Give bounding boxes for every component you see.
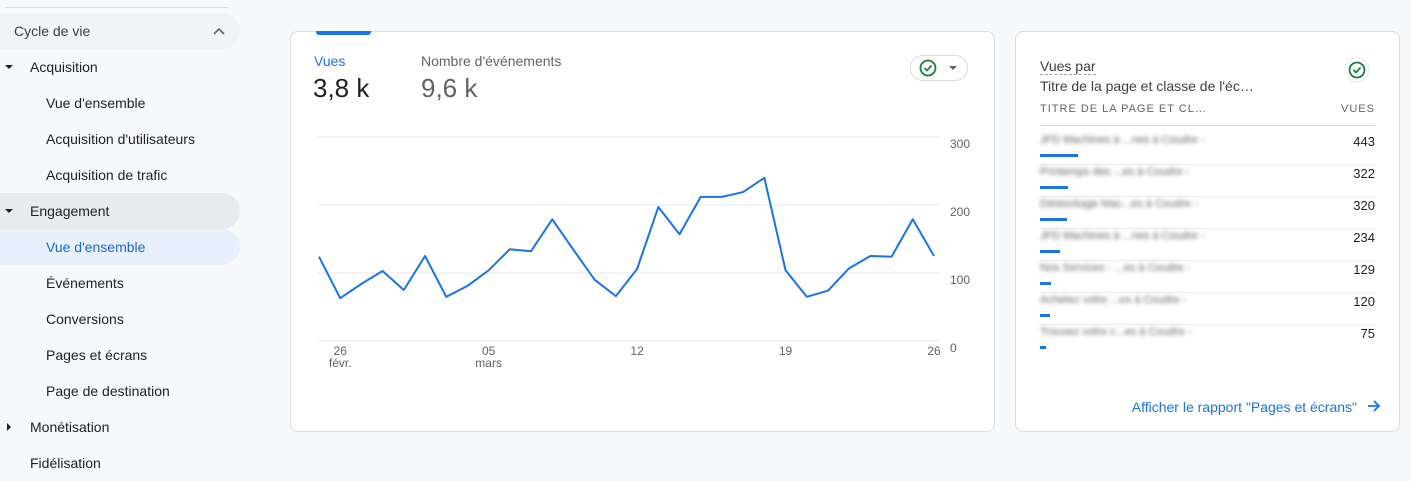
table-card: [1015, 31, 1400, 432]
row-name[interactable]: Achetez votre ...es à Coudre -: [1040, 294, 1187, 306]
report-link[interactable]: Afficher le rapport "Pages et écrans": [1131, 399, 1357, 415]
nav-item[interactable]: Acquisition d'utilisateurs: [46, 131, 195, 147]
check-icon: [919, 59, 957, 77]
arrow-icon[interactable]: [1367, 399, 1381, 413]
row-bar: [1040, 186, 1068, 189]
line-chart: 0 100 200 300: [318, 136, 970, 355]
x-tick-label: 05 mars: [475, 344, 502, 370]
y-tick-label: 0: [950, 341, 957, 355]
nav-item[interactable]: Acquisition de trafic: [46, 167, 168, 183]
y-tick-label: 200: [950, 205, 970, 219]
x-tick-label: 26 févr.: [328, 344, 352, 370]
expand-arrow[interactable]: [4, 206, 14, 216]
y-tick-label: 300: [950, 137, 970, 151]
row-bar: [1040, 282, 1052, 285]
section-title: Cycle de vie: [14, 23, 91, 39]
row-name[interactable]: Printemps des ...es à Coudre -: [1040, 166, 1190, 178]
row-bar: [1040, 154, 1078, 157]
tab-indicator: [316, 31, 371, 35]
active-item-bg: [0, 229, 240, 265]
row-divider: [1040, 324, 1375, 325]
card-title: Vues par: [1040, 58, 1096, 75]
row-divider: [1040, 292, 1375, 293]
row-name[interactable]: Déstockage Mac...es à Coudre -: [1040, 198, 1198, 210]
expand-arrow[interactable]: [4, 62, 14, 72]
y-tick-label: 100: [950, 273, 970, 287]
row-bar: [1040, 250, 1061, 253]
row-value: 75: [1360, 326, 1375, 341]
compare-dropdown[interactable]: [910, 55, 968, 81]
section-row[interactable]: [0, 13, 240, 49]
nav-item[interactable]: Conversions: [46, 311, 124, 327]
row-bar: [1040, 346, 1047, 349]
nav-group[interactable]: Acquisition: [30, 59, 98, 75]
nav-item[interactable]: Événements: [46, 275, 124, 291]
row-divider: [1040, 196, 1375, 197]
x-tick-label: 12: [630, 344, 644, 358]
card-subtitle: Titre de la page et classe de l'éc…: [1040, 78, 1254, 94]
row-value: 129: [1353, 262, 1375, 277]
x-tick-label: 19: [778, 344, 793, 358]
nav-group[interactable]: Engagement: [30, 203, 110, 219]
row-divider: [1040, 164, 1375, 165]
row-name[interactable]: JFD Machines à ...nes à Coudre -: [1040, 134, 1205, 146]
group-row-bg: [0, 193, 240, 229]
nav-group[interactable]: Monétisation: [30, 419, 110, 435]
row-name[interactable]: JFD Machines à ...nes à Coudre -: [1040, 230, 1205, 242]
row-divider: [1040, 260, 1375, 261]
row-value: 320: [1353, 198, 1375, 213]
row-bar: [1040, 314, 1051, 317]
row-name[interactable]: Trouvez votre c...es à Coudre -: [1040, 326, 1192, 338]
arrow-shape: [5, 65, 13, 69]
nav-group[interactable]: Fidélisation: [30, 455, 101, 471]
row-name[interactable]: Nos Services - ...es à Coudre -: [1040, 262, 1191, 274]
row-divider: [1040, 228, 1375, 229]
row-value: 322: [1353, 166, 1375, 181]
nav-item[interactable]: Vue d'ensemble: [46, 95, 146, 111]
arrow-shape: [5, 209, 13, 213]
sidebar-divider: [5, 7, 228, 8]
row-value: 443: [1353, 134, 1375, 149]
x-tick-label: 26: [927, 344, 941, 358]
row-value: 120: [1353, 294, 1375, 309]
chart-card: [290, 31, 995, 432]
tab-value: 3,8 k: [313, 73, 370, 103]
column-header: VUES: [1341, 103, 1375, 115]
tab-label[interactable]: Vues: [314, 53, 346, 69]
row-value: 234: [1353, 230, 1375, 245]
nav-item[interactable]: Pages et écrans: [46, 347, 148, 363]
collapse-icon[interactable]: [212, 25, 226, 37]
column-header: TITRE DE LA PAGE ET CL…: [1040, 103, 1207, 115]
nav-item[interactable]: Vue d'ensemble: [46, 239, 146, 255]
line-series: [318, 176, 935, 300]
tab-value: 9,6 k: [421, 73, 478, 103]
nav-item[interactable]: Page de destination: [46, 383, 170, 399]
tab-label[interactable]: Nombre d'événements: [421, 53, 562, 69]
arrow-shape: [7, 423, 11, 431]
row-bar: [1040, 218, 1068, 221]
header-divider: [1040, 125, 1375, 126]
expand-arrow[interactable]: [4, 422, 14, 432]
check-icon[interactable]: [1344, 57, 1370, 83]
